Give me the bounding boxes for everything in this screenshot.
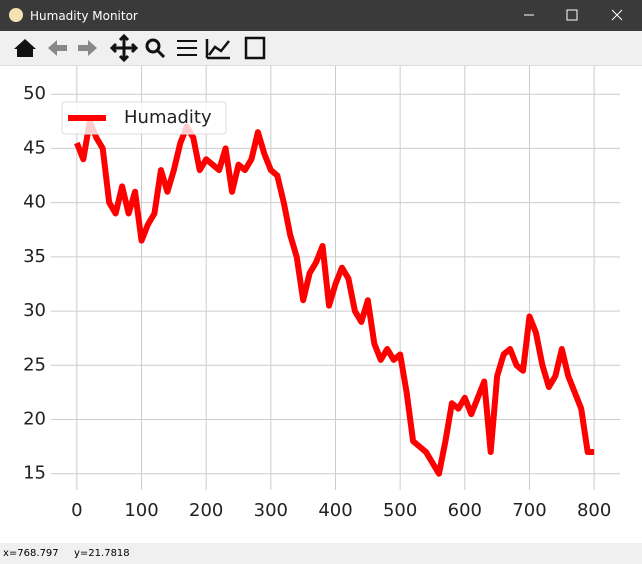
x-tick-label: 200 (189, 500, 223, 521)
x-tick-label: 300 (254, 500, 288, 521)
maximize[interactable] (566, 9, 578, 21)
edit-button[interactable] (205, 39, 230, 60)
back-button[interactable] (48, 40, 67, 56)
y-tick-label: 15 (23, 463, 46, 484)
forward-button[interactable] (78, 40, 97, 56)
data-line (74, 118, 595, 477)
x-tick-label: 800 (577, 500, 611, 521)
y-tick-label: 35 (23, 246, 46, 267)
plot-area (0, 66, 642, 543)
x-tick-label: 600 (448, 500, 482, 521)
pan-button[interactable] (109, 33, 139, 63)
zoom-button[interactable] (145, 38, 161, 54)
toolbar (0, 31, 642, 66)
y-tick-label: 40 (23, 192, 46, 213)
status-bar: x=768.797 y=21.7818 (0, 543, 642, 564)
legend-box (61, 101, 227, 135)
x-tick-label: 100 (124, 500, 158, 521)
x-tick-label: 500 (383, 500, 417, 521)
title-bar: Humadity Monitor (0, 0, 642, 31)
app-icon (9, 8, 23, 22)
configure-button[interactable] (177, 40, 197, 56)
x-tick-label: 0 (71, 500, 82, 521)
y-tick-label: 45 (23, 137, 46, 158)
window-title: Humadity Monitor (30, 9, 138, 23)
y-tick-label: 50 (23, 83, 46, 104)
zoom-handle (155, 48, 166, 59)
status-x: x=768.797 (3, 548, 59, 559)
status-y: y=21.7818 (74, 548, 130, 559)
home-button[interactable] (14, 39, 36, 57)
x-tick-label: 400 (318, 500, 352, 521)
close[interactable] (611, 9, 623, 21)
x-tick-label: 700 (512, 500, 546, 521)
save-button[interactable] (244, 36, 266, 60)
title-icons (9, 8, 623, 22)
y-tick-label: 20 (23, 409, 46, 430)
y-tick-label: 25 (23, 354, 46, 375)
legend-label: Humadity (124, 107, 212, 128)
toolbar-icons (14, 33, 266, 63)
y-tick-label: 30 (23, 300, 46, 321)
